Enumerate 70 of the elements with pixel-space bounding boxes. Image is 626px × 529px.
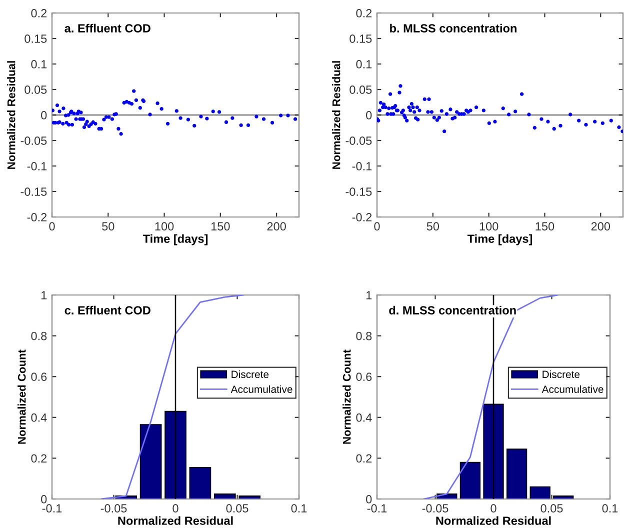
- y-tick-label: 0.2: [31, 9, 47, 18]
- y-tick-label: 0: [366, 495, 372, 504]
- bar: [189, 466, 212, 499]
- y-tick-label: -0.05: [20, 136, 47, 145]
- x-tick-label: 0: [172, 504, 178, 513]
- y-tick-label: 0.4: [31, 413, 47, 422]
- y-tick-label: 0.15: [350, 34, 372, 43]
- x-tick-label: 150: [211, 222, 230, 231]
- legend-label: Accumulative: [230, 385, 292, 393]
- legend-label: Accumulative: [542, 385, 604, 393]
- y-tick-label: -0.1: [27, 162, 47, 170]
- y-tick-label: -0.05: [346, 136, 372, 145]
- x-tick-label: 0: [490, 504, 496, 513]
- x-tick-label: 100: [480, 222, 498, 231]
- y-tick-label: -0.15: [346, 188, 372, 196]
- y-axis-title: Normalized Residual: [332, 61, 340, 169]
- y-tick-label: 1: [366, 291, 372, 300]
- x-axis-title: Normalized Residual: [118, 516, 233, 525]
- y-tick-label: 0: [41, 495, 47, 504]
- y-tick-label: 0.05: [24, 86, 47, 94]
- x-tick-label: -0.05: [422, 504, 448, 513]
- y-tick-label: -0.2: [352, 213, 372, 222]
- text: c. Effluent COD: [64, 306, 150, 314]
- x-axis-title: Time [days]: [142, 234, 208, 246]
- x-tick-label: 50: [102, 222, 114, 231]
- bar: [140, 424, 162, 499]
- y-tick-label: -0.1: [352, 162, 372, 170]
- bar: [530, 486, 550, 499]
- y-tick-label: 0.1: [31, 60, 47, 68]
- y-tick-label: 1: [41, 291, 47, 300]
- y-tick-label: 0.6: [31, 372, 47, 381]
- x-tick-label: 100: [155, 222, 174, 231]
- x-tick-label: -0.05: [100, 504, 127, 513]
- text: b. MLSS concentration: [390, 24, 516, 32]
- y-tick-label: -0.2: [27, 213, 47, 222]
- x-tick-label: 0.1: [291, 504, 307, 513]
- y-tick-label: 0.2: [356, 9, 372, 18]
- bar: [214, 493, 236, 499]
- x-tick-label: 0: [374, 222, 380, 231]
- y-tick-label: 0.15: [24, 34, 47, 43]
- y-tick-label: -0.15: [20, 188, 47, 196]
- y-tick-label: 0.05: [350, 86, 372, 94]
- y-tick-label: 0.4: [356, 413, 372, 422]
- x-tick-label: 0.05: [226, 504, 248, 513]
- y-axis-title: Normalized Residual: [7, 61, 16, 169]
- y-tick-label: 0.1: [356, 60, 372, 68]
- x-tick-label: 50: [426, 222, 440, 231]
- bar: [506, 448, 528, 499]
- text: a. Effluent COD: [64, 24, 150, 32]
- y-tick-label: 0: [366, 111, 372, 120]
- x-tick-label: 0.1: [602, 504, 618, 513]
- x-tick-label: 0.05: [540, 504, 563, 513]
- y-tick-label: 0: [41, 111, 47, 120]
- y-tick-label: 0.2: [31, 454, 47, 463]
- y-tick-label: 0.8: [356, 332, 372, 340]
- y-axis-title: Normalized Count: [18, 350, 26, 444]
- x-axis-title: Time [days]: [467, 234, 532, 246]
- x-tick-label: 0: [49, 222, 55, 231]
- x-tick-label: 150: [536, 222, 554, 231]
- y-tick-label: 0.8: [31, 332, 47, 340]
- y-axis-title: Normalized Count: [342, 350, 351, 444]
- x-tick-label: 200: [267, 222, 286, 231]
- legend-label: Discrete: [232, 370, 269, 378]
- legend-label: Discrete: [542, 370, 580, 378]
- x-axis-title: Normalized Residual: [436, 516, 551, 525]
- text: d. MLSS concentration: [389, 306, 516, 314]
- bar: [460, 462, 481, 499]
- x-tick-label: 200: [591, 222, 610, 231]
- y-tick-label: 0.2: [356, 454, 372, 463]
- y-tick-label: 0.6: [356, 372, 372, 381]
